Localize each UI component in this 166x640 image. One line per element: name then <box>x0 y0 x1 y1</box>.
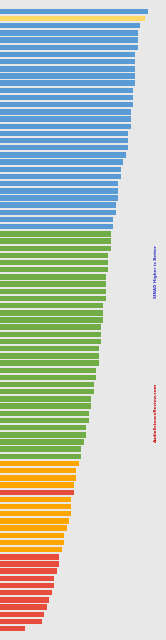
Bar <box>0 159 123 165</box>
Bar <box>0 188 118 193</box>
Bar <box>0 339 101 344</box>
Bar <box>0 59 135 65</box>
Bar <box>0 52 135 57</box>
Bar <box>0 568 57 574</box>
Bar <box>0 418 89 423</box>
Bar <box>0 389 94 394</box>
Bar <box>0 346 99 351</box>
Bar <box>0 202 116 208</box>
Bar <box>0 166 121 172</box>
Bar <box>0 619 42 624</box>
Bar <box>0 74 135 79</box>
Bar <box>0 332 101 337</box>
Bar <box>0 217 113 222</box>
Bar <box>0 267 108 273</box>
Bar <box>0 145 128 150</box>
Bar <box>0 152 126 157</box>
Bar <box>0 540 64 545</box>
Bar <box>0 626 25 631</box>
Bar <box>0 561 59 566</box>
Bar <box>0 231 111 237</box>
Bar <box>0 454 81 459</box>
Bar <box>0 23 140 28</box>
Bar <box>0 525 67 531</box>
Bar <box>0 411 89 416</box>
Bar <box>0 367 96 373</box>
Bar <box>0 511 71 516</box>
Bar <box>0 102 133 108</box>
Bar <box>0 575 54 581</box>
Bar <box>0 37 138 43</box>
Bar <box>0 583 54 588</box>
Bar <box>0 396 91 402</box>
Bar <box>0 353 99 358</box>
Bar <box>0 461 79 466</box>
Bar <box>0 504 71 509</box>
Bar <box>0 296 106 301</box>
Bar <box>0 518 69 524</box>
Bar <box>0 260 108 266</box>
Bar <box>0 554 59 559</box>
Bar <box>0 224 113 229</box>
Bar <box>0 317 103 323</box>
Bar <box>0 382 94 387</box>
Bar <box>0 30 138 36</box>
Bar <box>0 238 111 244</box>
Bar <box>0 483 74 488</box>
Bar <box>0 45 138 50</box>
Bar <box>0 532 64 538</box>
Bar <box>0 289 106 294</box>
Bar <box>0 590 52 595</box>
Bar <box>0 475 76 481</box>
Bar <box>0 447 81 452</box>
Bar <box>0 174 121 179</box>
Bar <box>0 374 96 380</box>
Bar <box>0 360 99 365</box>
Bar <box>0 547 62 552</box>
Bar <box>0 210 116 215</box>
Bar <box>0 604 47 610</box>
Bar <box>0 124 130 129</box>
Bar <box>0 109 130 115</box>
Bar <box>0 131 128 136</box>
Bar <box>0 181 118 186</box>
Bar <box>0 490 74 495</box>
Text: AudioScienceReview.com: AudioScienceReview.com <box>154 383 158 442</box>
Bar <box>0 95 133 100</box>
Bar <box>0 439 84 445</box>
Bar <box>0 81 135 86</box>
Bar <box>0 16 145 21</box>
Bar <box>0 9 148 14</box>
Bar <box>0 246 111 251</box>
Bar <box>0 138 128 143</box>
Bar <box>0 116 130 122</box>
Bar <box>0 66 135 72</box>
Bar <box>0 425 86 430</box>
Bar <box>0 497 71 502</box>
Bar <box>0 253 108 258</box>
Bar <box>0 612 44 617</box>
Bar <box>0 310 103 316</box>
Bar <box>0 324 101 330</box>
Bar <box>0 282 106 287</box>
Bar <box>0 403 91 409</box>
Text: SINAD Higher is Better: SINAD Higher is Better <box>154 244 158 298</box>
Bar <box>0 303 103 308</box>
Bar <box>0 195 118 201</box>
Bar <box>0 88 133 93</box>
Bar <box>0 275 106 280</box>
Bar <box>0 468 76 474</box>
Bar <box>0 597 49 603</box>
Bar <box>0 432 86 438</box>
